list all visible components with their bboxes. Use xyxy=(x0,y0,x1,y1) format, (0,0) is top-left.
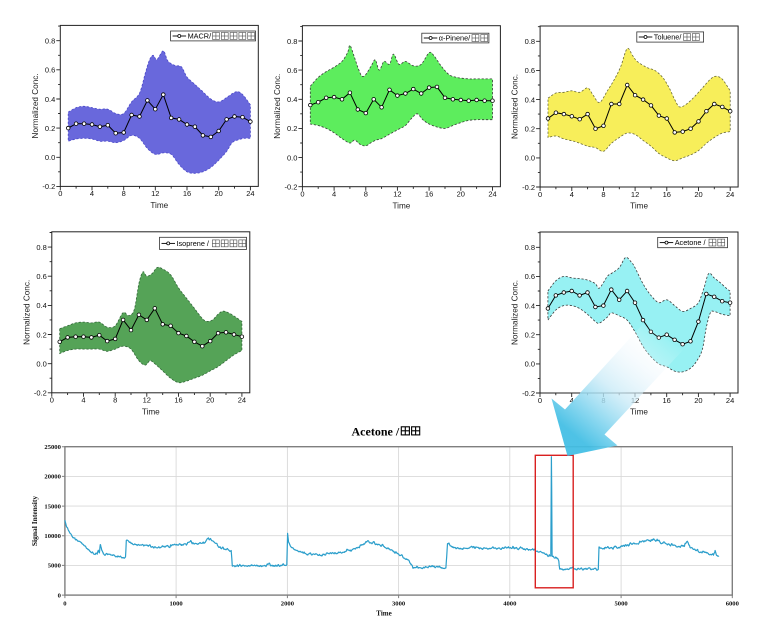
svg-text:Time: Time xyxy=(630,408,648,417)
svg-text:Time: Time xyxy=(392,201,410,210)
svg-text:4: 4 xyxy=(332,190,336,199)
svg-text:0.6: 0.6 xyxy=(36,272,46,281)
svg-text:8: 8 xyxy=(364,190,368,199)
svg-text:-0.2: -0.2 xyxy=(34,389,47,398)
svg-text:3000: 3000 xyxy=(392,601,406,608)
svg-text:4000: 4000 xyxy=(503,601,517,608)
svg-text:16: 16 xyxy=(663,190,671,199)
svg-text:0.6: 0.6 xyxy=(525,66,535,75)
svg-text:0: 0 xyxy=(300,190,304,199)
svg-text:Normalized Conc.: Normalized Conc. xyxy=(273,74,282,139)
svg-text:4: 4 xyxy=(81,396,85,405)
svg-text:16: 16 xyxy=(425,190,433,199)
svg-text:16: 16 xyxy=(174,396,182,405)
svg-text:0.8: 0.8 xyxy=(525,37,535,46)
svg-text:20: 20 xyxy=(694,190,702,199)
svg-text:5000: 5000 xyxy=(615,601,629,608)
svg-text:15000: 15000 xyxy=(44,503,61,510)
svg-text:4: 4 xyxy=(570,396,574,405)
svg-text:0.8: 0.8 xyxy=(36,243,46,252)
svg-text:0.0: 0.0 xyxy=(525,154,535,163)
svg-text:0.0: 0.0 xyxy=(287,153,297,162)
svg-text:Normalized Conc.: Normalized Conc. xyxy=(31,73,40,138)
svg-text:24: 24 xyxy=(246,189,254,198)
svg-text:4: 4 xyxy=(570,190,574,199)
svg-text:Signal Intensity: Signal Intensity xyxy=(30,496,39,546)
svg-text:0: 0 xyxy=(50,396,54,405)
svg-text:16: 16 xyxy=(183,189,191,198)
svg-text:8: 8 xyxy=(113,396,117,405)
svg-text:α-Pinene/: α-Pinene/ xyxy=(439,34,471,43)
svg-text:0.6: 0.6 xyxy=(45,66,55,75)
svg-text:5000: 5000 xyxy=(48,563,62,570)
svg-text:0.2: 0.2 xyxy=(45,124,55,133)
svg-text:0.2: 0.2 xyxy=(525,331,535,340)
svg-text:12: 12 xyxy=(151,189,159,198)
svg-text:16: 16 xyxy=(663,396,671,405)
svg-text:0: 0 xyxy=(58,592,62,599)
svg-text:0.2: 0.2 xyxy=(525,125,535,134)
svg-text:0.0: 0.0 xyxy=(36,360,46,369)
svg-text:0: 0 xyxy=(58,189,62,198)
svg-text:0.8: 0.8 xyxy=(525,243,535,252)
svg-text:Time: Time xyxy=(150,201,168,210)
svg-text:20: 20 xyxy=(206,396,214,405)
svg-text:Acetone /: Acetone / xyxy=(352,425,400,439)
svg-text:24: 24 xyxy=(238,396,246,405)
svg-text:Normalized Conc.: Normalized Conc. xyxy=(511,280,520,345)
svg-text:24: 24 xyxy=(726,396,734,405)
svg-text:Normalized Conc.: Normalized Conc. xyxy=(22,280,31,345)
svg-text:Time: Time xyxy=(630,202,648,211)
svg-text:20000: 20000 xyxy=(44,474,61,481)
svg-text:4: 4 xyxy=(90,189,94,198)
svg-text:8: 8 xyxy=(601,190,605,199)
svg-text:0.0: 0.0 xyxy=(45,153,55,162)
svg-text:24: 24 xyxy=(488,190,496,199)
svg-text:20: 20 xyxy=(215,189,223,198)
svg-text:-0.2: -0.2 xyxy=(522,183,535,192)
svg-text:Normalized Conc.: Normalized Conc. xyxy=(511,74,520,139)
svg-text:6000: 6000 xyxy=(726,601,740,608)
svg-text:Acetone /: Acetone / xyxy=(675,238,707,247)
svg-text:0.0: 0.0 xyxy=(525,360,535,369)
svg-text:10000: 10000 xyxy=(44,533,61,540)
svg-text:MACR/: MACR/ xyxy=(188,32,212,41)
svg-text:12: 12 xyxy=(393,190,401,199)
svg-text:Isoprene /: Isoprene / xyxy=(177,239,210,248)
svg-text:8: 8 xyxy=(122,189,126,198)
svg-text:0.4: 0.4 xyxy=(287,95,297,104)
svg-text:2000: 2000 xyxy=(281,601,295,608)
svg-text:0.4: 0.4 xyxy=(45,95,55,104)
svg-text:0: 0 xyxy=(538,190,542,199)
svg-text:0.8: 0.8 xyxy=(45,37,55,46)
svg-text:0.8: 0.8 xyxy=(287,37,297,46)
svg-text:20: 20 xyxy=(694,396,702,405)
svg-text:20: 20 xyxy=(457,190,465,199)
svg-text:0.6: 0.6 xyxy=(525,272,535,281)
svg-text:Time: Time xyxy=(142,407,160,416)
svg-text:1000: 1000 xyxy=(170,601,184,608)
svg-text:-0.2: -0.2 xyxy=(42,182,55,191)
svg-text:-0.2: -0.2 xyxy=(284,183,297,192)
svg-text:0: 0 xyxy=(63,601,67,608)
svg-text:0.4: 0.4 xyxy=(36,301,46,310)
svg-text:Toluene/: Toluene/ xyxy=(654,33,683,42)
svg-text:0.4: 0.4 xyxy=(525,95,535,104)
svg-text:0.2: 0.2 xyxy=(36,330,46,339)
svg-text:0.2: 0.2 xyxy=(287,124,297,133)
svg-text:12: 12 xyxy=(631,190,639,199)
svg-text:0.6: 0.6 xyxy=(287,66,297,75)
svg-text:24: 24 xyxy=(726,190,734,199)
svg-text:0.4: 0.4 xyxy=(525,301,535,310)
svg-text:-0.2: -0.2 xyxy=(522,389,535,398)
svg-text:12: 12 xyxy=(143,396,151,405)
svg-text:Time: Time xyxy=(376,610,391,618)
svg-text:25000: 25000 xyxy=(44,444,61,451)
svg-text:0: 0 xyxy=(538,396,542,405)
